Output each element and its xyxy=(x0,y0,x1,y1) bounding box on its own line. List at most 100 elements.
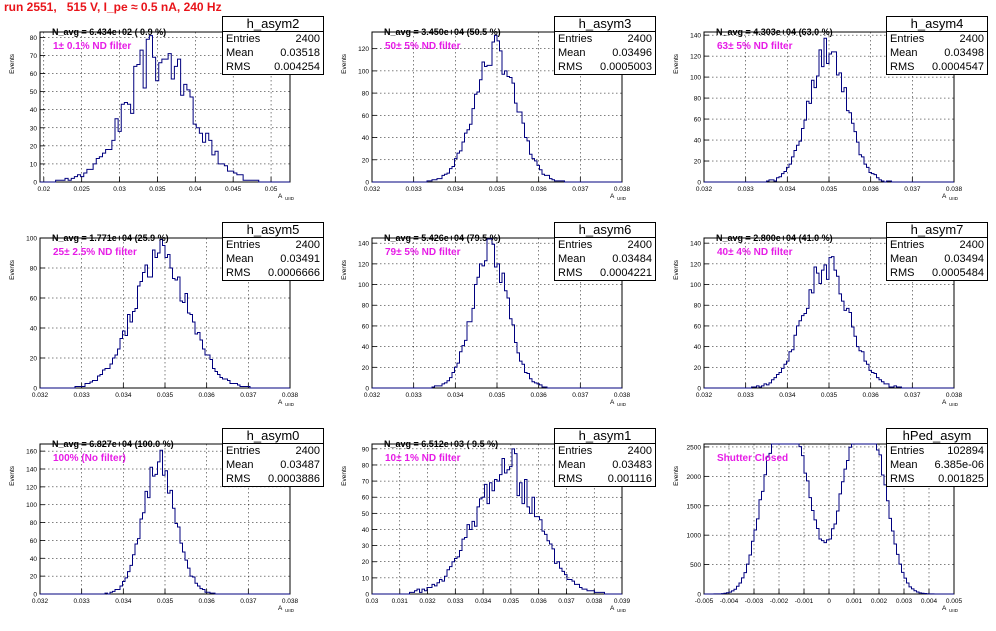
x-axis-title: A xyxy=(610,193,615,200)
x-axis-title: A xyxy=(942,193,947,200)
histogram-pad-h_asym4: 0.032 0.033 0.034 0.035 0.036 0.037 0.038 0 20 40… xyxy=(664,12,996,219)
stats-value: 6.385e-06 xyxy=(934,459,984,471)
y-tick-label: 0 xyxy=(33,386,37,393)
histogram-name: hPed_asym xyxy=(887,429,987,444)
x-axis-subscript: UIID xyxy=(285,402,295,407)
x-tick-label: 0.038 xyxy=(946,186,963,193)
stats-row-mean: Mean 0.03483 xyxy=(555,458,655,472)
stats-key: Entries xyxy=(890,239,925,251)
stats-value: 102894 xyxy=(947,445,984,457)
y-tick-label: 40 xyxy=(30,556,38,563)
stats-row-entries: Entries 2400 xyxy=(887,32,987,46)
x-tick-label: 0.004 xyxy=(921,598,938,605)
histogram-line xyxy=(40,35,290,183)
y-tick-label: 80 xyxy=(30,520,38,527)
y-tick-label: 60 xyxy=(362,495,370,502)
y-axis-title: Events xyxy=(673,53,680,74)
stats-value: 0.03483 xyxy=(612,459,652,471)
x-axis-subscript: UIID xyxy=(949,608,959,613)
navg-label: N_avg = 1.771e+04 (25.9 %) xyxy=(52,233,169,243)
x-tick-label: 0.037 xyxy=(240,598,257,605)
stats-row-entries: Entries 2400 xyxy=(223,238,323,252)
navg-label: N_avg = 6.827e+04 (100.0 %) xyxy=(52,439,174,449)
x-tick-label: 0.032 xyxy=(696,186,713,193)
stats-value: 0.0003886 xyxy=(268,473,320,485)
stats-key: RMS xyxy=(890,61,915,73)
y-tick-label: 120 xyxy=(358,261,369,268)
y-tick-label: 500 xyxy=(690,562,701,569)
x-tick-label: -0.001 xyxy=(795,598,814,605)
y-tick-label: 40 xyxy=(362,344,370,351)
stats-value: 0.0004547 xyxy=(932,61,984,73)
stats-key: Entries xyxy=(890,33,925,45)
histogram-pad-h_asym3: 0.032 0.033 0.034 0.035 0.036 0.037 0.038 0 20 40… xyxy=(332,12,664,219)
histogram-name: h_asym5 xyxy=(223,223,323,238)
y-tick-label: 100 xyxy=(690,75,701,82)
x-tick-label: 0.037 xyxy=(558,598,575,605)
y-tick-label: 80 xyxy=(362,462,370,469)
stats-value: 2400 xyxy=(295,445,320,457)
stats-row-rms: RMS 0.004254 xyxy=(223,60,323,74)
stats-key: RMS xyxy=(226,61,251,73)
y-tick-label: 0 xyxy=(697,592,701,599)
y-tick-label: 40 xyxy=(30,107,38,114)
x-tick-label: 0.003 xyxy=(896,598,913,605)
stats-key: RMS xyxy=(558,267,583,279)
navg-label: N_avg = 6.434e+02 ( 0.9 %) xyxy=(52,27,167,37)
histogram-svg: 0.032 0.033 0.034 0.035 0.036 0.037 0.038 0 20 40… xyxy=(9,236,299,408)
stats-value: 0.0006666 xyxy=(268,267,320,279)
y-tick-label: 0 xyxy=(697,386,701,393)
x-axis-subscript: UIID xyxy=(949,402,959,407)
stats-box: h_asym4 Entries 2400 Mean 0.03498 RMS 0.000454… xyxy=(886,16,988,75)
stats-key: RMS xyxy=(226,267,251,279)
histogram-pad-h_asym2: 0.02 0.025 0.03 0.035 0.04 0.045 0.05 0 10 20 30 40… xyxy=(0,12,332,219)
x-tick-label: 0.034 xyxy=(447,392,464,399)
x-axis-subscript: UIID xyxy=(949,196,959,201)
histogram-pad-h_asym1: 0.03 0.031 0.032 0.033 0.034 0.035 0.036 0.037 0… xyxy=(332,424,664,631)
stats-key: RMS xyxy=(558,61,583,73)
stats-value: 2400 xyxy=(627,445,652,457)
x-tick-label: 0.036 xyxy=(199,598,216,605)
y-tick-label: 80 xyxy=(30,266,38,273)
x-tick-label: 0.034 xyxy=(475,598,492,605)
x-tick-label: 0.032 xyxy=(364,392,381,399)
y-tick-label: 100 xyxy=(358,68,369,75)
stats-key: Entries xyxy=(226,445,261,457)
stats-key: RMS xyxy=(890,267,915,279)
y-tick-label: 20 xyxy=(694,365,702,372)
stats-box: h_asym1 Entries 2400 Mean 0.03483 RMS 0.001116 xyxy=(554,428,656,487)
histogram-line xyxy=(372,448,622,595)
x-tick-label: 0.034 xyxy=(447,186,464,193)
y-axis-title: Events xyxy=(341,465,348,486)
stats-row-rms: RMS 0.001825 xyxy=(887,472,987,486)
x-tick-label: 0.038 xyxy=(586,598,603,605)
stats-value: 0.004254 xyxy=(274,61,320,73)
histogram-line xyxy=(704,443,954,595)
y-tick-label: 0 xyxy=(697,180,701,187)
x-tick-label: 0.031 xyxy=(392,598,409,605)
histogram-pad-h_asym5: 0.032 0.033 0.034 0.035 0.036 0.037 0.038 0 20 40… xyxy=(0,218,332,425)
x-tick-label: -0.003 xyxy=(745,598,764,605)
x-tick-label: 0.038 xyxy=(282,392,299,399)
y-tick-label: 60 xyxy=(30,71,38,78)
x-tick-label: 0.033 xyxy=(74,392,91,399)
x-axis-subscript: UIID xyxy=(285,608,295,613)
y-tick-label: 10 xyxy=(30,161,38,168)
stats-value: 0.0005003 xyxy=(600,61,652,73)
histogram-svg: 0.032 0.033 0.034 0.035 0.036 0.037 0.038 0 20 40… xyxy=(341,31,631,201)
y-tick-label: 120 xyxy=(26,484,37,491)
y-tick-label: 0 xyxy=(365,592,369,599)
x-tick-label: 0.035 xyxy=(489,186,506,193)
stats-value: 0.03496 xyxy=(612,47,652,59)
stats-box: h_asym2 Entries 2400 Mean 0.03518 RMS 0.004254 xyxy=(222,16,324,75)
y-tick-label: 2500 xyxy=(687,444,702,451)
stats-key: RMS xyxy=(558,473,583,485)
y-tick-label: 20 xyxy=(362,365,370,372)
x-tick-label: 0.037 xyxy=(904,392,921,399)
stats-row-rms: RMS 0.0006666 xyxy=(223,266,323,280)
stats-key: Mean xyxy=(226,47,254,59)
x-tick-label: 0.037 xyxy=(904,186,921,193)
histogram-name: h_asym1 xyxy=(555,429,655,444)
histogram-name: h_asym6 xyxy=(555,223,655,238)
x-tick-label: 0.002 xyxy=(871,598,888,605)
